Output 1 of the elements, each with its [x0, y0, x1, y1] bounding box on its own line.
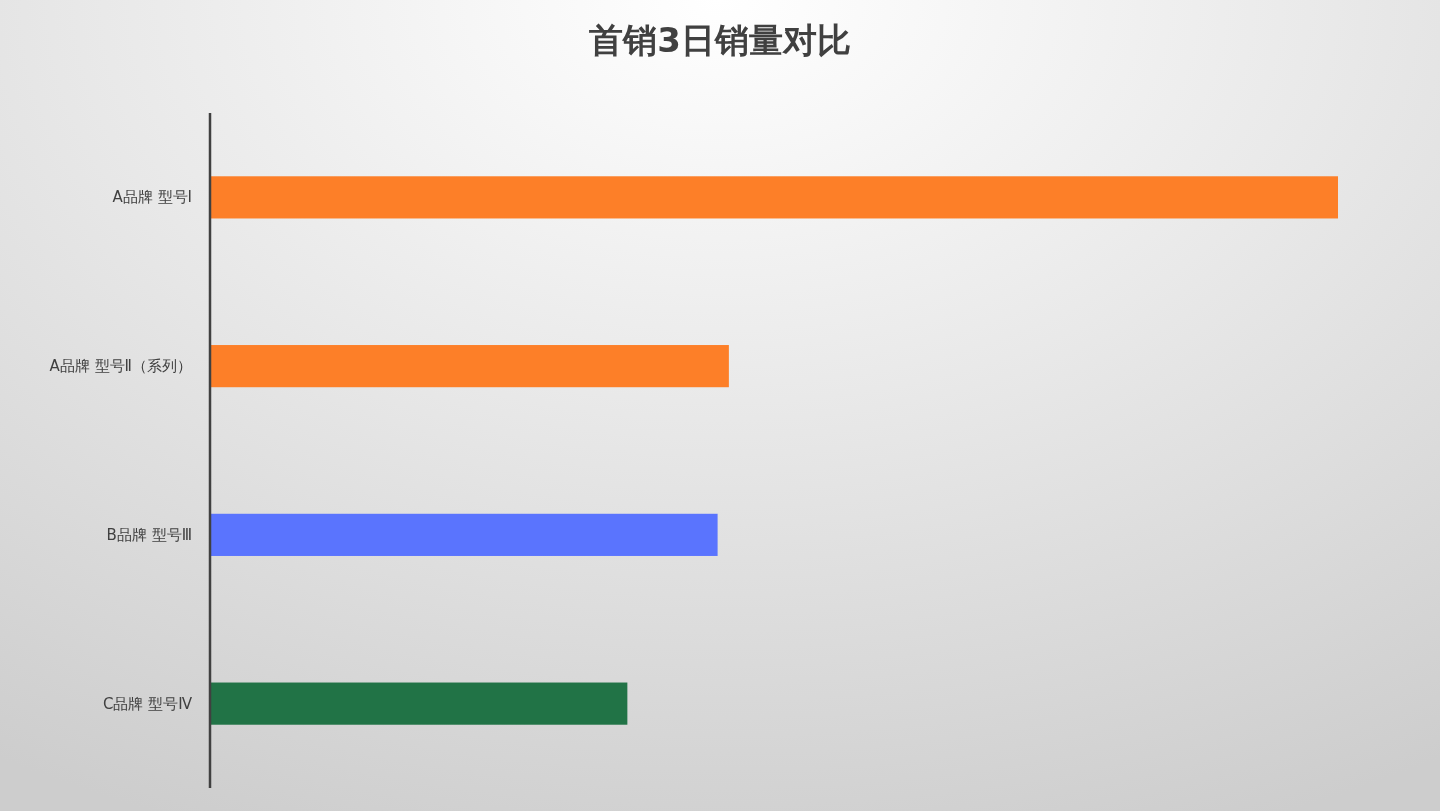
title: 首销3日销量对比 — [589, 20, 851, 60]
